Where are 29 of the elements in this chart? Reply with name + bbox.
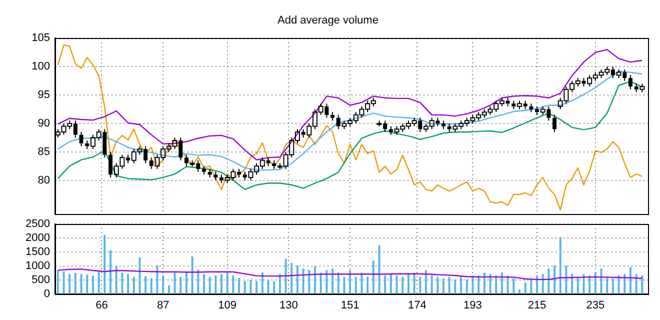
x-tick-label: 66 (96, 300, 108, 312)
candlestick (214, 171, 218, 181)
y-tick-label: 105 (32, 32, 50, 44)
y-tick-label: 90 (38, 117, 50, 130)
x-tick-label: 87 (156, 300, 170, 312)
x-tick-label: 193 (464, 300, 482, 312)
candlestick (330, 112, 335, 122)
y-tick-label: 1500 (26, 246, 50, 258)
x-tick-label: 235 (586, 300, 605, 312)
y-tick-label: 2500 (26, 218, 50, 230)
candlestick (628, 74, 632, 90)
y-tick-label: 100 (32, 60, 50, 73)
y-tick-label: 95 (38, 89, 50, 102)
y-tick-label: 2000 (26, 232, 50, 244)
x-tick-label: 215 (528, 300, 546, 312)
y-tick-label: 85 (38, 146, 50, 158)
chart-title: Add average volume (278, 14, 378, 27)
y-tick-label: 0 (44, 288, 50, 300)
y-tick-label: 500 (32, 274, 50, 286)
x-tick-label: 109 (218, 300, 237, 312)
x-tick-label: 130 (280, 300, 298, 312)
candlestick (442, 120, 446, 130)
candlestick (552, 114, 557, 132)
candlestick (202, 166, 206, 176)
x-tick-label: 151 (340, 300, 360, 312)
x-tick-label: 174 (408, 300, 426, 312)
candlestick (79, 131, 84, 147)
y-tick-label: 80 (38, 174, 50, 186)
y-tick-label: 1000 (26, 260, 50, 272)
